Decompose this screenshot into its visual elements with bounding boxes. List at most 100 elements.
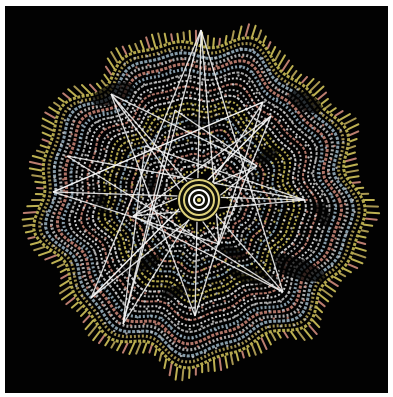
ring-bead bbox=[180, 67, 184, 70]
ring-bead bbox=[320, 112, 323, 115]
ring bbox=[109, 112, 290, 292]
dark-gap bbox=[268, 254, 326, 282]
ring-bead bbox=[151, 238, 155, 241]
ring-bead bbox=[214, 146, 218, 149]
ring-bead bbox=[239, 47, 242, 50]
fringe-tick bbox=[142, 342, 148, 354]
fringe-tick bbox=[157, 32, 162, 46]
ring-bead bbox=[166, 97, 169, 101]
ring-bead bbox=[187, 318, 190, 321]
ring-bead bbox=[232, 83, 235, 86]
fringe-tick bbox=[84, 319, 94, 331]
ring-bead bbox=[97, 217, 100, 221]
ring-bead bbox=[214, 347, 218, 350]
ring-bead bbox=[251, 70, 254, 74]
fringe-tick bbox=[95, 82, 103, 91]
ring-bead bbox=[202, 268, 206, 271]
fringe-tick bbox=[218, 357, 223, 371]
ring-bead bbox=[264, 131, 268, 134]
ring-bead bbox=[172, 267, 175, 270]
fringe-tick bbox=[360, 229, 369, 233]
ring-bead bbox=[135, 66, 138, 69]
ring-bead bbox=[320, 135, 324, 138]
ring-bead bbox=[238, 107, 241, 111]
ring-bead bbox=[59, 200, 63, 203]
ring-bead bbox=[70, 261, 73, 265]
ring-bead bbox=[105, 182, 108, 185]
ring-bead bbox=[176, 311, 179, 315]
ring-bead bbox=[116, 212, 119, 215]
ring-bead bbox=[243, 288, 246, 292]
star-line bbox=[132, 115, 272, 217]
ring-bead bbox=[239, 208, 242, 211]
ring-bead bbox=[147, 63, 150, 67]
fringe-tick bbox=[313, 85, 325, 96]
fringe-tick bbox=[59, 279, 70, 287]
ring-bead bbox=[140, 195, 143, 199]
ring-bead bbox=[121, 112, 125, 116]
ring-bead bbox=[131, 297, 134, 300]
ring bbox=[32, 36, 367, 370]
fringe-tick bbox=[110, 51, 119, 64]
ring-bead bbox=[246, 164, 250, 167]
ring-bead bbox=[243, 308, 247, 311]
ring-bead bbox=[101, 248, 104, 251]
ring-bead bbox=[241, 331, 244, 334]
ring-bead bbox=[177, 76, 181, 79]
ring-bead bbox=[158, 62, 162, 65]
ring-bead bbox=[147, 153, 150, 156]
ring-bead bbox=[93, 228, 96, 231]
ring-bead bbox=[204, 295, 207, 298]
ring-bead bbox=[69, 238, 73, 242]
ring-bead bbox=[133, 91, 136, 94]
fringe-tick bbox=[224, 355, 229, 369]
artwork-canvas bbox=[5, 6, 388, 393]
fringe-tick bbox=[324, 283, 337, 293]
ring-bead bbox=[264, 248, 267, 251]
ring-bead bbox=[64, 155, 68, 158]
ring bbox=[61, 65, 338, 340]
ring-bead bbox=[258, 82, 262, 85]
ring-bead bbox=[177, 94, 180, 98]
ring-bead bbox=[216, 274, 219, 277]
ring-bead bbox=[296, 289, 299, 292]
ring-bead bbox=[288, 291, 291, 294]
ring-bead bbox=[245, 119, 248, 122]
ring-bead bbox=[154, 99, 157, 102]
ring-bead bbox=[310, 191, 313, 194]
ring-bead bbox=[311, 126, 314, 130]
ring-bead bbox=[193, 61, 196, 64]
ring-bead bbox=[208, 340, 211, 343]
ring-bead bbox=[112, 147, 115, 150]
ring-bead bbox=[122, 188, 126, 192]
ring-bead bbox=[94, 238, 98, 242]
ring-bead bbox=[144, 292, 147, 295]
ring-bead bbox=[142, 83, 146, 86]
ring-bead bbox=[228, 111, 231, 114]
ring-bead bbox=[203, 351, 207, 354]
ring-bead bbox=[248, 80, 251, 83]
ring-bead bbox=[169, 156, 173, 160]
ring-bead bbox=[344, 187, 347, 190]
ring-bead bbox=[300, 247, 304, 250]
ring-bead bbox=[285, 182, 289, 185]
fringe-tick bbox=[33, 246, 46, 252]
ring-bead bbox=[233, 305, 236, 308]
fringe-tick bbox=[89, 83, 98, 93]
star-line bbox=[194, 101, 264, 317]
ring-bead bbox=[214, 105, 217, 109]
ring bbox=[115, 117, 284, 286]
fringe-tick bbox=[122, 342, 129, 354]
ring-bead bbox=[159, 336, 163, 339]
fringe-tick bbox=[353, 252, 367, 259]
fringe-tick bbox=[212, 359, 216, 372]
ring-bead bbox=[63, 252, 67, 256]
dark-gap-patches bbox=[92, 81, 331, 299]
fringe-tick bbox=[270, 46, 277, 56]
ring-bead bbox=[241, 146, 244, 150]
ring-bead bbox=[143, 322, 146, 326]
ring-bead bbox=[234, 315, 237, 318]
ring-bead bbox=[106, 170, 110, 174]
ring-bead bbox=[343, 202, 347, 206]
fringe-tick bbox=[174, 366, 179, 381]
